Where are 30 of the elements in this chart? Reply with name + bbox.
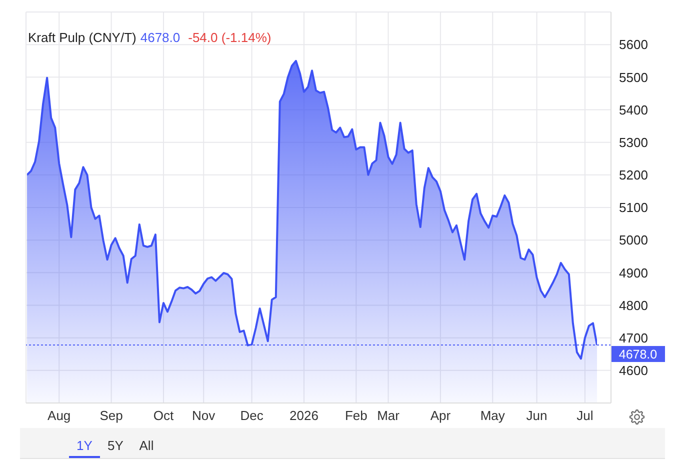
y-tick-label: 5400: [619, 102, 648, 118]
x-tick-label: 2026: [290, 408, 318, 424]
text: 5Y: [106, 438, 124, 454]
y-tick-label: 5500: [619, 70, 648, 85]
x-tick-label: Feb: [344, 408, 368, 424]
y-tick-label: 5600: [619, 37, 648, 52]
text: 1Y: [76, 438, 94, 454]
y-tick-label: 4800: [619, 298, 648, 313]
ref-line-label: 4678.0: [618, 348, 658, 362]
y-tick-label: 5000: [619, 232, 648, 248]
text: All: [138, 438, 155, 454]
x-tick-label: Mar: [377, 408, 400, 424]
x-tick-label: Nov: [192, 408, 216, 424]
y-tick-label: 5100: [619, 200, 648, 216]
x-tick-label: Oct: [153, 408, 174, 424]
text: Kraft Pulp (CNY/T): [28, 30, 136, 46]
annotation: 4678.0: [140, 30, 180, 46]
y-tick-label: 4700: [619, 330, 648, 346]
y-tick-label: 5200: [619, 168, 648, 183]
x-tick-label: Sep: [100, 408, 123, 424]
y-tick-label: 4600: [619, 363, 648, 378]
x-tick-label: May: [480, 408, 506, 424]
x-tick-label: Apr: [430, 408, 452, 424]
x-tick-label: Jun: [526, 408, 548, 424]
x-tick-label: Dec: [240, 408, 264, 424]
annotation: -54.0 (-1.14%): [188, 30, 272, 46]
y-tick-label: 5300: [619, 134, 648, 150]
x-tick-label: Aug: [48, 408, 71, 424]
x-tick-label: Jul: [576, 408, 594, 424]
y-tick-label: 4900: [619, 265, 648, 280]
